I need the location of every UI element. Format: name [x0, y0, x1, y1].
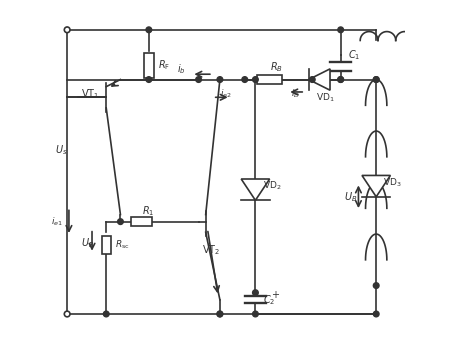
- Circle shape: [217, 311, 223, 317]
- Bar: [257, 75, 282, 84]
- Circle shape: [64, 27, 70, 33]
- Text: $R_{\rm sc}$: $R_{\rm sc}$: [115, 238, 130, 251]
- Text: $\rm VD_2$: $\rm VD_2$: [262, 180, 281, 192]
- Circle shape: [252, 290, 258, 295]
- Circle shape: [118, 219, 123, 224]
- Text: $i_{e1}$: $i_{e1}$: [51, 216, 63, 228]
- Text: $I_D$: $I_D$: [291, 87, 300, 100]
- Circle shape: [373, 311, 379, 317]
- Text: $R_B$: $R_B$: [270, 60, 283, 74]
- Circle shape: [146, 27, 152, 33]
- Text: $U_s$: $U_s$: [55, 144, 67, 158]
- Text: $C_1$: $C_1$: [348, 48, 360, 62]
- Text: $\rm VD_3$: $\rm VD_3$: [383, 176, 402, 189]
- Text: $+$: $+$: [271, 289, 281, 300]
- Text: $C_2$: $C_2$: [262, 293, 275, 307]
- Bar: [102, 236, 111, 253]
- Circle shape: [373, 283, 379, 289]
- Circle shape: [242, 77, 247, 82]
- Circle shape: [64, 311, 70, 317]
- Text: $R_{\rm F}$: $R_{\rm F}$: [158, 58, 170, 72]
- Circle shape: [338, 27, 344, 33]
- Text: $U_R$: $U_R$: [81, 236, 94, 250]
- Bar: [131, 217, 153, 226]
- Polygon shape: [241, 179, 270, 200]
- Circle shape: [338, 77, 344, 82]
- Circle shape: [310, 77, 315, 82]
- Text: $i_b$: $i_b$: [177, 62, 186, 76]
- Circle shape: [252, 311, 258, 317]
- Circle shape: [146, 77, 152, 82]
- Circle shape: [373, 77, 379, 82]
- Circle shape: [196, 77, 202, 82]
- Circle shape: [373, 77, 379, 82]
- Text: $R_1$: $R_1$: [142, 204, 154, 218]
- Text: $\rm VT_1$: $\rm VT_1$: [81, 87, 100, 101]
- Circle shape: [252, 77, 258, 82]
- Circle shape: [338, 77, 344, 82]
- Circle shape: [104, 311, 109, 317]
- Circle shape: [217, 311, 223, 317]
- Text: $U_B$: $U_B$: [344, 190, 358, 204]
- Bar: [143, 53, 154, 78]
- Polygon shape: [362, 175, 390, 197]
- Text: $\rm VT_2$: $\rm VT_2$: [202, 243, 220, 257]
- Text: $\rm VD_1$: $\rm VD_1$: [316, 91, 335, 103]
- Polygon shape: [309, 69, 330, 90]
- Text: $i_{e2}$: $i_{e2}$: [220, 87, 232, 100]
- Circle shape: [217, 77, 223, 82]
